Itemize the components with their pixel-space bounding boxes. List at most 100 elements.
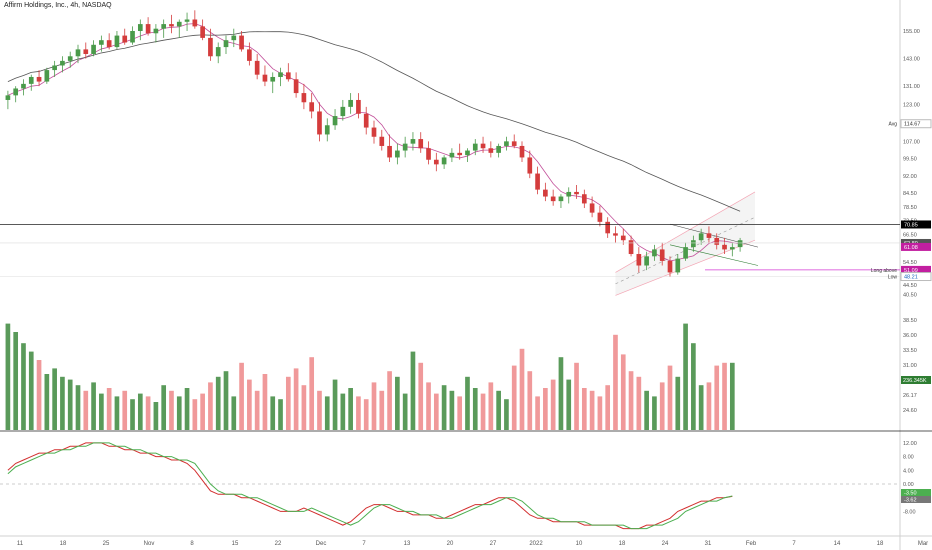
candle-body	[480, 143, 486, 149]
candle-body	[652, 249, 657, 257]
price-tag	[901, 242, 931, 251]
candle-body	[99, 40, 104, 45]
flag-upper	[669, 223, 759, 248]
price-tag	[900, 119, 932, 129]
candle-body	[363, 113, 369, 128]
volume-bar	[441, 385, 447, 430]
candle-body	[504, 141, 509, 146]
macd-tick-label: 8.00	[903, 455, 914, 461]
candle-body	[465, 150, 470, 156]
volume-bar	[192, 399, 198, 430]
time-tick-label: 18	[877, 541, 884, 547]
volume-bar	[60, 376, 65, 430]
volume-bar	[535, 396, 540, 430]
volume-bar	[613, 334, 618, 430]
volume-bar	[99, 393, 104, 430]
candle-body	[332, 116, 338, 126]
volume-bar	[550, 379, 556, 430]
volume-bar	[254, 390, 260, 430]
candle-body	[270, 76, 276, 82]
volume-bar	[472, 388, 478, 430]
candle-body	[488, 148, 494, 153]
time-tick-label: Feb	[746, 541, 757, 547]
price-tick-label: 40.50	[903, 292, 917, 298]
volume-bar	[122, 390, 128, 430]
candle-body	[472, 143, 478, 151]
time-tick-label: 15	[232, 541, 239, 547]
price-tag	[900, 272, 932, 282]
candle-body	[605, 221, 611, 234]
volume-bar	[169, 390, 174, 430]
volume-bar	[137, 393, 143, 430]
candle-body	[340, 106, 346, 117]
candle-body	[395, 150, 400, 158]
volume-bar	[644, 390, 649, 430]
volume-bar	[317, 390, 322, 430]
macd-tick-label: 4.00	[903, 468, 914, 474]
volume-bar	[239, 362, 244, 430]
candle-body	[433, 159, 439, 165]
price-tag-label: Low	[888, 275, 898, 281]
volume-bar	[153, 402, 159, 430]
volume-bar	[706, 382, 712, 430]
volume-bar	[231, 396, 237, 430]
candle-body	[5, 95, 11, 100]
volume-bar	[605, 385, 611, 430]
volume-bar	[91, 382, 96, 430]
candle-body	[145, 24, 151, 34]
time-tick-label: 31	[705, 541, 712, 547]
volume-tick-label: 24.60	[903, 408, 917, 414]
volume-bar	[200, 393, 205, 430]
price-tick-label: 78.50	[903, 205, 917, 211]
volume-bar	[13, 332, 19, 430]
price-tick-label: 66.50	[903, 232, 917, 238]
candle-body	[13, 88, 19, 96]
candle-body	[402, 143, 408, 151]
time-tick-label: 14	[834, 541, 841, 547]
volume-bar	[574, 362, 579, 430]
candle-body	[130, 30, 135, 43]
price-tick-label: 131.00	[903, 84, 920, 90]
candle-body	[683, 247, 688, 259]
candle-body	[457, 152, 463, 156]
candle-body	[192, 19, 198, 27]
volume-bar	[324, 396, 330, 430]
candle-body	[153, 28, 159, 34]
volume-bar	[285, 376, 291, 430]
candle-body	[698, 233, 704, 241]
candle-body	[254, 60, 260, 75]
candle-body	[449, 152, 455, 158]
candle-body	[714, 237, 720, 245]
candle-body	[706, 233, 712, 238]
candle-body	[106, 40, 112, 48]
volume-bar	[691, 343, 696, 430]
volume-bar	[566, 379, 572, 430]
candle-body	[558, 196, 564, 202]
candle-body	[293, 79, 299, 94]
price-tick-label: 44.50	[903, 283, 917, 289]
volume-bar	[106, 388, 112, 430]
ma-long-line	[7, 31, 741, 212]
macd-tag-value: -3.50	[904, 491, 917, 497]
volume-bar	[67, 379, 73, 430]
volume-bar	[215, 376, 221, 430]
time-tick-label: 7	[362, 541, 366, 547]
volume-bar	[301, 385, 307, 430]
volume-tick-label: 36.00	[903, 333, 917, 339]
candle-body	[161, 24, 167, 29]
candle-body	[122, 35, 128, 43]
volume-bar	[683, 323, 688, 430]
volume-bar	[402, 393, 408, 430]
candle-body	[620, 235, 626, 241]
volume-bar	[270, 396, 276, 430]
price-tick-label: 99.50	[903, 157, 917, 163]
volume-tick-label: 26.17	[903, 393, 917, 399]
candle-body	[691, 240, 696, 248]
signal-line	[7, 442, 733, 530]
time-tick-label: 18	[60, 541, 67, 547]
price-tick-label: 54.50	[903, 260, 917, 266]
candle-body	[36, 76, 42, 82]
candle-body	[223, 40, 229, 48]
